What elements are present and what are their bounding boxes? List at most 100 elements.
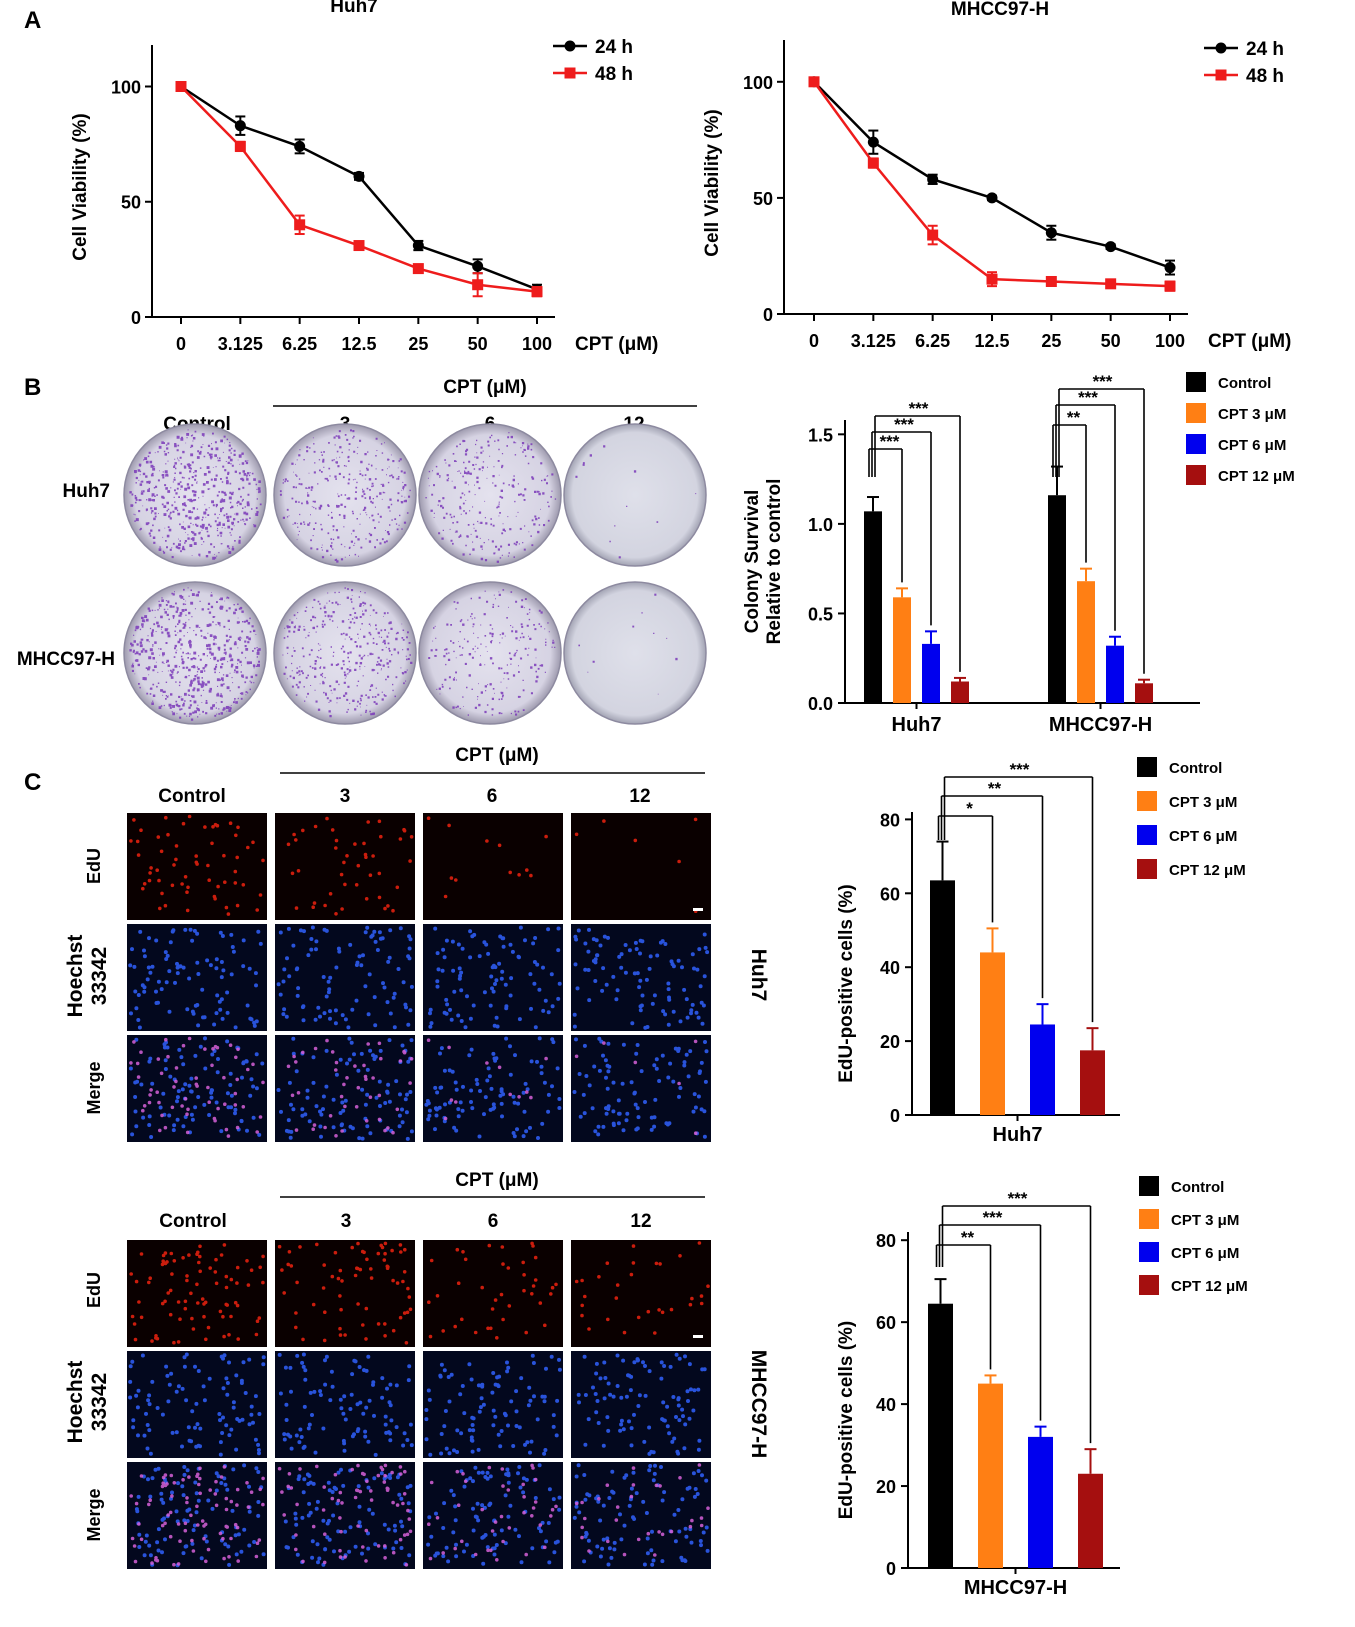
y-tick-label: 50 <box>121 193 141 213</box>
data-point <box>472 279 484 291</box>
micrograph <box>571 813 711 920</box>
legend-label: CPT 3 μM <box>1169 794 1237 811</box>
legend-marker <box>564 67 576 79</box>
data-point <box>294 219 306 231</box>
nuclei-blue <box>424 1353 562 1457</box>
data-point <box>927 229 939 241</box>
data-point <box>175 80 187 92</box>
chart-title: Huh7 <box>330 0 378 17</box>
bar-cpt12m <box>951 681 969 703</box>
data-point <box>531 286 543 298</box>
x-axis-label: CPT (μM) <box>1208 331 1291 352</box>
y-tick-label: 0 <box>763 305 773 325</box>
x-tick-label: 25 <box>408 334 428 354</box>
y-tick-label: 20 <box>880 1032 900 1052</box>
chart-title: MHCC97-H <box>951 0 1049 20</box>
y-axis-label: Colony SurvivalRelative to control <box>742 479 785 645</box>
huh7-viability-chart: Huh7 0 50 100 0 3.125 6.25 12.5 25 50 100 CPT (μM) C… <box>70 0 658 355</box>
legend-swatch <box>1137 757 1157 777</box>
y-tick-label: 60 <box>876 1313 896 1333</box>
plate <box>563 423 707 567</box>
y-tick-label: 50 <box>753 189 773 209</box>
category-label: MHCC97-H <box>1049 714 1152 736</box>
micrograph <box>275 1035 415 1142</box>
plates-row-huh7: Huh7 <box>63 481 111 502</box>
panel-letter-c: C <box>24 769 41 796</box>
bar-cpt3m <box>893 597 911 703</box>
x-tick-label: 12.5 <box>974 331 1009 351</box>
edu-mh-col-3: 3 <box>341 1211 352 1232</box>
sig-stars: *** <box>894 415 914 434</box>
series-line-48h <box>180 85 538 293</box>
nuclei-blue <box>128 1036 265 1139</box>
legend-swatch <box>1139 1242 1159 1262</box>
y-tick-label: 0 <box>131 308 141 328</box>
sig-stars: *** <box>909 399 929 418</box>
micrograph <box>127 1240 267 1347</box>
x-tick-label: 50 <box>1101 331 1121 351</box>
sig-stars: *** <box>1010 760 1030 779</box>
legend-swatch <box>1139 1176 1159 1196</box>
edu-huh7-col-control: Control <box>158 786 226 807</box>
x-tick-label: 100 <box>522 334 552 354</box>
nuclei-blue <box>128 1352 266 1457</box>
edu-huh7-cell-line: Huh7 <box>747 949 770 1002</box>
data-point <box>234 140 246 152</box>
edu-images-huh7: CPT (μM) Control 3 6 12 EdU Hoechst33342… <box>64 745 770 1142</box>
y-axis-label: EdU-positive cells (%) <box>836 884 857 1083</box>
sig-stars: *** <box>1093 372 1113 391</box>
data-point <box>986 192 998 204</box>
micrograph <box>571 1035 711 1142</box>
edu-mh-col-12: 12 <box>630 1211 651 1232</box>
legend-label: 24 h <box>595 37 633 58</box>
edu-huh7-row-edu: EdU <box>84 848 104 884</box>
y-tick-label: 0.5 <box>808 604 833 624</box>
plate <box>418 423 562 567</box>
colony-dots <box>129 587 261 721</box>
data-point <box>353 170 365 182</box>
x-tick-label: 6.25 <box>915 331 950 351</box>
category-label: MHCC97-H <box>964 1577 1067 1599</box>
legend-label: 24 h <box>1246 39 1284 60</box>
y-tick-label: 20 <box>876 1477 896 1497</box>
nuclei-red <box>129 814 265 916</box>
bar-cpt3m <box>978 1383 1003 1568</box>
legend-label: CPT 3 μM <box>1218 406 1286 423</box>
nuclei-blue <box>572 1463 710 1567</box>
data-point <box>234 120 246 132</box>
legend-label: 48 h <box>1246 66 1284 87</box>
x-tick-label: 0 <box>176 334 186 354</box>
legend-swatch <box>1186 465 1206 485</box>
y-tick-label: 0.0 <box>808 694 833 714</box>
legend-label: Control <box>1218 375 1271 392</box>
micrograph <box>571 1351 711 1458</box>
edu-mh-row-edu: EdU <box>84 1272 104 1308</box>
data-point <box>986 273 998 285</box>
bar-control <box>864 511 882 703</box>
micrograph <box>423 1351 563 1458</box>
bar-control <box>928 1303 953 1568</box>
x-tick-label: 3.125 <box>218 334 263 354</box>
edu-mh-row-merge: Merge <box>84 1488 104 1541</box>
nuclei-blue <box>572 927 710 1030</box>
colony-dots <box>282 587 413 718</box>
y-tick-label: 40 <box>880 958 900 978</box>
y-tick-label: 80 <box>880 810 900 830</box>
nuclei-merge <box>129 1036 265 1138</box>
colony-dots <box>428 589 556 716</box>
legend-swatch <box>1137 825 1157 845</box>
data-point <box>412 263 424 275</box>
edu-mh-col-6: 6 <box>488 1211 499 1232</box>
legend-marker <box>564 40 576 52</box>
category-label: Huh7 <box>993 1124 1043 1146</box>
edu-images-mhcc97h: CPT (μM) Control 3 6 12 EdU Hoechst33342… <box>64 1170 770 1569</box>
data-point <box>1045 227 1057 239</box>
legend-marker <box>1215 69 1227 81</box>
nuclei-blue <box>276 1036 414 1141</box>
data-point <box>867 136 879 148</box>
bar-cpt12m <box>1078 1473 1103 1568</box>
sig-stars: *** <box>1008 1189 1028 1208</box>
panel-letter-b: B <box>24 374 41 401</box>
